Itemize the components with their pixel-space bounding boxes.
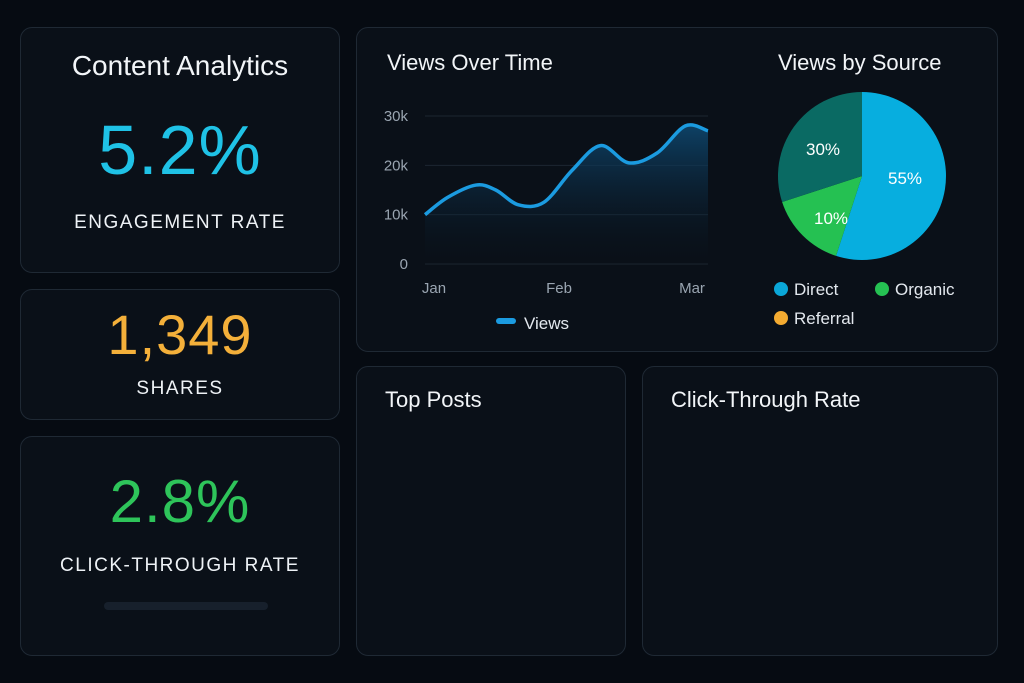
- engagement-rate-label: ENGAGEMENT RATE: [74, 212, 286, 233]
- views-over-time-title: Views Over Time: [387, 50, 553, 75]
- shares-label: SHARES: [136, 378, 224, 399]
- views-panel: Views Over Time Views by Source: [356, 27, 998, 352]
- ctr-chart-title: Click-Through Rate: [671, 387, 861, 412]
- engagement-card: Content Analytics 5.2% ENGAGEMENT RATE: [20, 27, 340, 273]
- views-by-source-title: Views by Source: [778, 50, 942, 75]
- top-posts-panel: Top Posts: [356, 366, 626, 656]
- engagement-rate-value: 5.2%: [98, 111, 262, 189]
- shares-value: 1,349: [107, 303, 253, 366]
- ctr-progress-track: [104, 602, 268, 610]
- top-posts-title: Top Posts: [385, 387, 482, 412]
- ctr-value: 2.8%: [109, 468, 251, 535]
- dashboard-title: Content Analytics: [71, 50, 289, 81]
- shares-card: 1,349 SHARES: [20, 289, 340, 420]
- ctr-label: CLICK-THROUGH RATE: [60, 555, 300, 576]
- ctr-card: 2.8% CLICK-THROUGH RATE: [20, 436, 340, 656]
- ctr-panel: Click-Through Rate: [642, 366, 998, 656]
